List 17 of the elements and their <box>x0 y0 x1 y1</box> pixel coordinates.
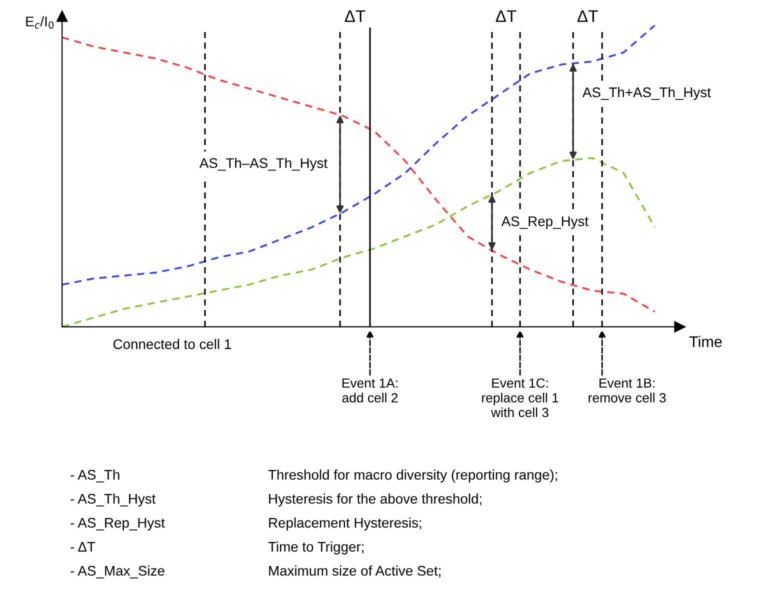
y-axis-title: E$_{c}$/I$_{0}$ <box>26 16 54 29</box>
text: ΔT <box>496 10 516 22</box>
text: - AS_Max_Size Maximum size of Active Set; <box>70 566 440 578</box>
annotation: AS_Th–AS_Th_Hyst <box>199 158 328 171</box>
text: ΔT <box>344 10 366 22</box>
x-axis-title: Time <box>689 336 722 348</box>
text: Event 1B: remove cell 3 <box>588 378 666 402</box>
text: - AS_Th_Hyst Hysteresis for the above threshold; <box>70 494 482 506</box>
text: ΔT <box>577 10 598 22</box>
text: Connected to cell 1 <box>113 338 231 350</box>
annotation: AS_Rep_Hyst <box>501 216 588 229</box>
annotation: AS_Th+AS_Th_Hyst <box>582 87 711 100</box>
text: Event 1C: replace cell 1 with cell 3 <box>482 378 558 418</box>
text: Event 1A: add cell 2 <box>342 378 398 402</box>
text: - AS_Th Threshold for macro diversity (reporting range); <box>70 470 557 482</box>
text: - ΔT Time to Trigger; <box>70 542 364 554</box>
text: - AS_Rep_Hyst Replacement Hysteresis; <box>70 518 422 530</box>
